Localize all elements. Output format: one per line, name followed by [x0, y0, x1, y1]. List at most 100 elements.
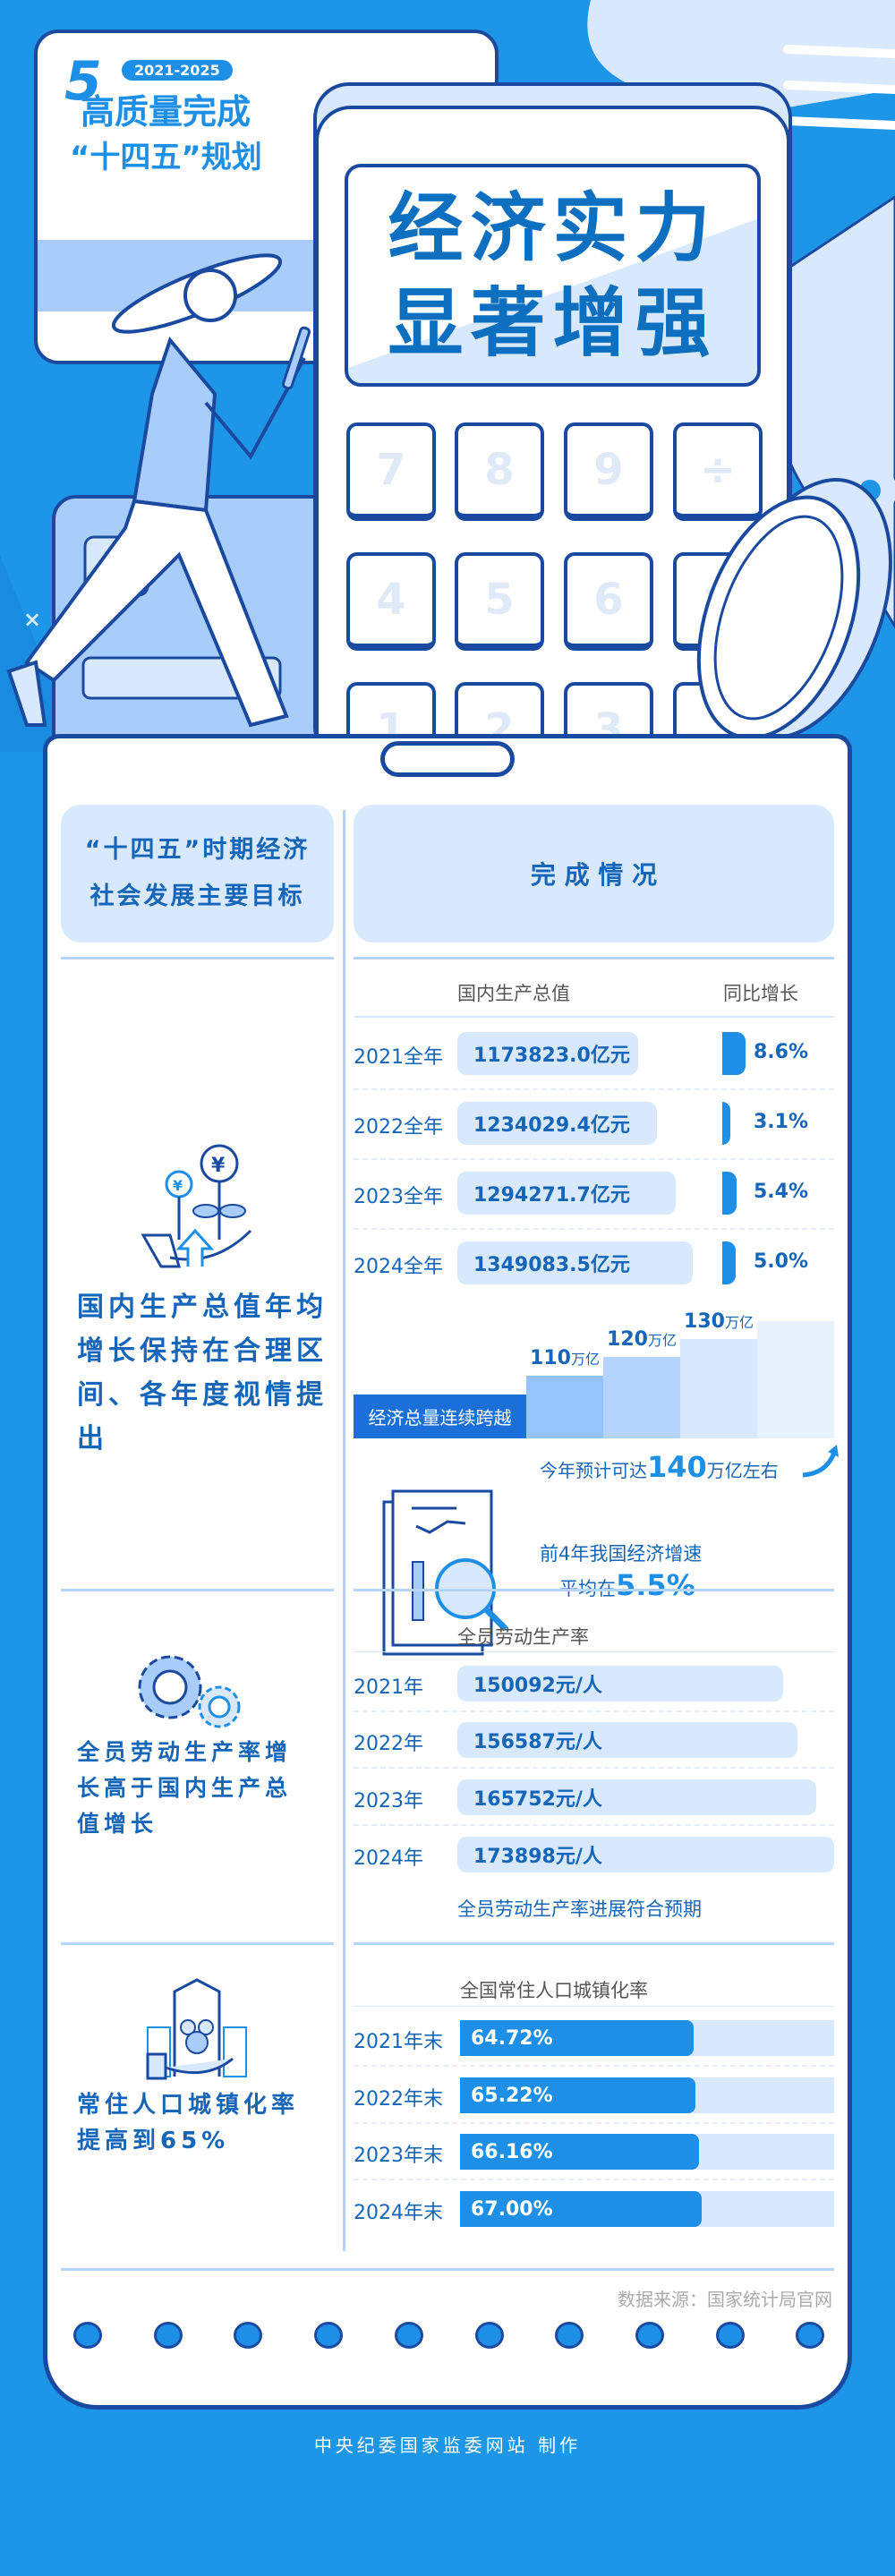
growth-value: 5.0%	[754, 1250, 809, 1273]
forecast-suffix: 万亿左右	[706, 1460, 779, 1481]
divider	[61, 1589, 334, 1591]
goal-line: 全员劳动生产率增	[77, 1739, 293, 1765]
step-bar	[603, 1357, 680, 1438]
growth-value: 3.1%	[754, 1111, 809, 1133]
productivity-bar: 156587元/人	[457, 1722, 797, 1758]
gdp-value-bar: 1349083.5亿元	[457, 1241, 693, 1284]
productivity-bar: 150092元/人	[457, 1666, 783, 1702]
avg-growth-line2: 平均在5.5%	[559, 1568, 695, 1602]
calculator-key: ÷	[673, 422, 763, 521]
card-hanger-tab	[380, 741, 515, 777]
svg-text:×: ×	[23, 607, 41, 632]
coin-illustration	[696, 478, 892, 740]
growth-value: 8.6%	[754, 1041, 809, 1063]
column-header-urbanization: 全国常住人口城镇化率	[460, 1980, 648, 2001]
steps-label: 经济总量连续跨越	[354, 1395, 526, 1438]
step-number: 110	[530, 1347, 571, 1369]
forecast-prefix: 今年预计可达	[540, 1460, 647, 1481]
step-label: 130万亿	[680, 1310, 757, 1333]
decorative-dot	[474, 2322, 504, 2349]
divider	[354, 2006, 834, 2007]
step-label: 120万亿	[603, 1328, 680, 1351]
svg-text:¥: ¥	[173, 1177, 183, 1194]
row-divider	[354, 1228, 834, 1230]
page-title-line2: 显著增强	[388, 278, 718, 367]
gdp-goal-text: 国内生产总值年均 增长保持在合理区 间、各年度视情提出	[77, 1285, 328, 1461]
row-year: 2023年末	[354, 2145, 443, 2167]
header-goals: “十四五”时期经济 社会发展主要目标	[61, 805, 334, 943]
gdp-value-bar: 1234029.4亿元	[457, 1102, 657, 1145]
calculator-key: 7	[346, 422, 436, 521]
step-label: 110万亿	[526, 1347, 603, 1369]
logo-line1: 高质量完成	[81, 92, 251, 132]
decorative-dot	[73, 2322, 102, 2349]
decorative-dot	[555, 2322, 584, 2349]
goal-line: 常住人口城镇化率	[77, 2092, 300, 2119]
goal-line: 值增长	[77, 1811, 158, 1837]
row-year: 2024全年	[354, 1256, 443, 1278]
logo-years: 2021-2025	[122, 60, 233, 81]
money-plant-icon: ¥ ¥	[141, 1144, 252, 1268]
decorative-dot	[314, 2322, 344, 2349]
decorative-dot	[635, 2322, 664, 2349]
row-divider	[354, 1158, 834, 1160]
column-header-productivity: 全员劳动生产率	[457, 1626, 589, 1648]
avg-growth-line1: 前4年我国经济增速	[540, 1543, 703, 1565]
forecast-number: 140	[647, 1450, 707, 1484]
row-year: 2021年	[354, 1676, 423, 1699]
row-divider	[354, 1710, 834, 1712]
step-unit: 万亿	[724, 1314, 754, 1331]
arrow-up-right-icon	[802, 1445, 839, 1478]
growth-bar	[722, 1172, 737, 1215]
decorative-dot	[715, 2322, 745, 2349]
divider	[354, 957, 834, 960]
divider	[354, 1589, 834, 1591]
gdp-value-bar: 1173823.0亿元	[457, 1032, 638, 1075]
logo-line2: “十四五”规划	[70, 140, 262, 175]
step-number: 130	[684, 1310, 725, 1333]
step-bar	[757, 1321, 834, 1438]
row-divider	[354, 1088, 834, 1090]
avg-value: 5.5%	[616, 1568, 695, 1602]
urbanization-bar: 67.00%	[460, 2191, 702, 2227]
row-year: 2024年末	[354, 2202, 443, 2224]
city-people-icon	[146, 1978, 247, 2080]
decorative-dot	[796, 2322, 825, 2349]
row-year: 2021年末	[354, 2031, 443, 2053]
row-year: 2023全年	[354, 1186, 443, 1208]
gears-icon	[138, 1655, 241, 1728]
row-year: 2022年末	[354, 2088, 443, 2111]
step-bar	[526, 1376, 603, 1438]
row-divider	[354, 2179, 834, 2180]
page-title-line1: 经济实力	[388, 183, 718, 272]
decorative-dot	[394, 2322, 423, 2349]
productivity-note: 全员劳动生产率进展符合预期	[457, 1898, 702, 1920]
divider	[354, 1942, 834, 1945]
decorative-dot	[153, 2322, 183, 2349]
divider	[354, 1016, 834, 1018]
goal-line: 间、各年度视情提出	[77, 1379, 328, 1454]
row-divider	[354, 1767, 834, 1769]
data-source: 数据来源：国家统计局官网	[618, 2289, 832, 2310]
svg-text:¥: ¥	[211, 1155, 226, 1177]
productivity-bar: 173898元/人	[457, 1837, 834, 1872]
step-unit: 万亿	[570, 1351, 600, 1368]
column-header-gdp: 国内生产总值	[457, 983, 570, 1004]
header-goals-line1: “十四五”时期经济	[84, 836, 311, 864]
step-number: 120	[607, 1328, 648, 1351]
goal-line: 增长保持在合理区	[77, 1335, 328, 1367]
row-year: 2022年	[354, 1733, 423, 1755]
header-goals-line2: 社会发展主要目标	[90, 883, 305, 910]
decorative-dot	[234, 2322, 263, 2349]
growth-bar	[722, 1241, 736, 1284]
growth-bar	[722, 1032, 746, 1075]
calculator-display: 经济实力 显著增强	[345, 164, 761, 387]
gdp-value-bar: 1294271.7亿元	[457, 1172, 676, 1215]
row-year: 2024年	[354, 1847, 423, 1870]
forecast-text: 今年预计可达140万亿左右	[540, 1450, 779, 1484]
goal-line: 长高于国内生产总	[77, 1775, 293, 1801]
row-year: 2023年	[354, 1790, 423, 1813]
step-bar	[680, 1339, 757, 1438]
calculator-key: 6	[564, 552, 653, 651]
